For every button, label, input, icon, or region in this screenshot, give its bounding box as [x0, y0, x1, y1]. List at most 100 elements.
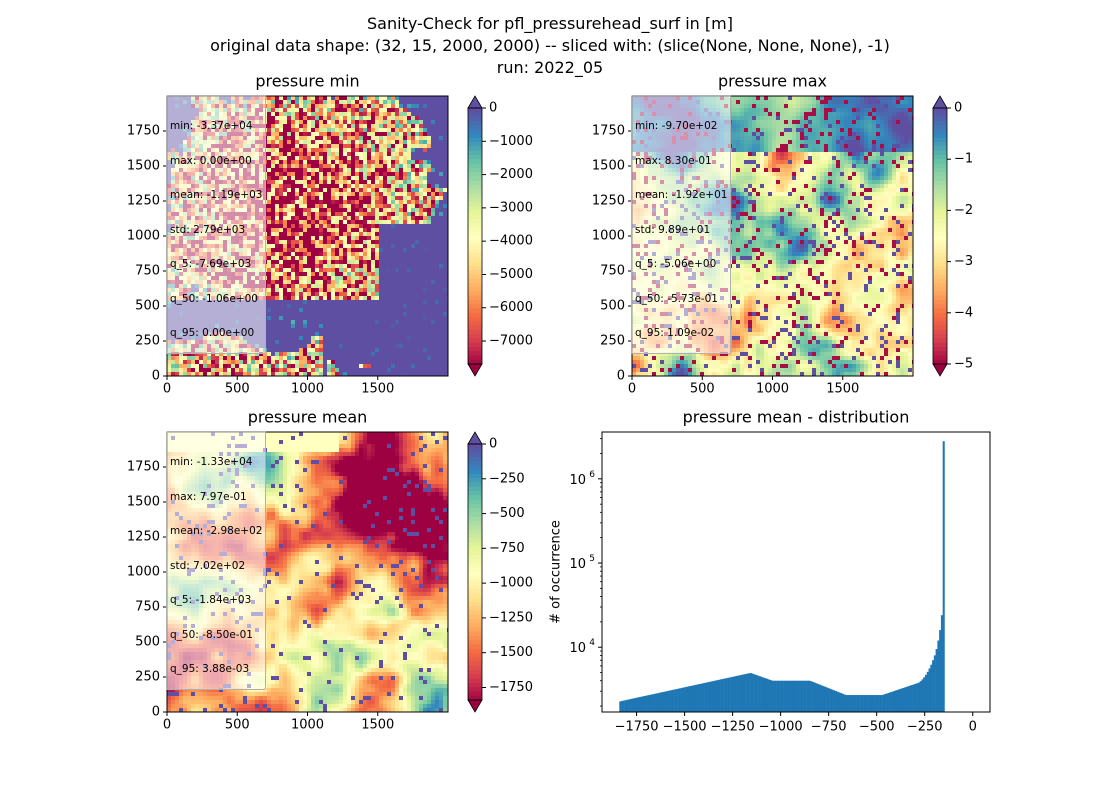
- histogram-bar: [788, 680, 791, 712]
- x-tick-label: 1000: [756, 382, 789, 397]
- histogram-bar: [681, 687, 684, 712]
- colorbar-band: [933, 137, 947, 143]
- histogram-bar: [900, 688, 903, 712]
- histogram-bar: [765, 678, 769, 712]
- colorbar-band: [468, 142, 482, 147]
- colorbar-band: [468, 657, 482, 663]
- histogram-bar: [863, 695, 866, 712]
- colorbar-band: [468, 653, 482, 658]
- colorbar-band: [933, 270, 947, 275]
- colorbar-band: [468, 236, 482, 241]
- histogram-bar: [836, 691, 839, 712]
- histogram-bar: [771, 680, 774, 712]
- x-tick-label: −1750: [615, 720, 659, 735]
- colorbar-band: [933, 265, 947, 271]
- colorbar-band: [933, 240, 947, 246]
- colorbar-band: [933, 120, 947, 126]
- stat-q95: q_95: 1.09e-02: [635, 327, 715, 339]
- colorbar-band: [468, 355, 482, 361]
- colorbar-band: [468, 508, 482, 513]
- colorbar-band: [468, 678, 482, 684]
- colorbar-tick-label: −3: [954, 254, 973, 269]
- colorbar-band: [468, 610, 482, 616]
- histogram-bar: [645, 695, 648, 712]
- histogram-bar: [636, 697, 640, 712]
- stat-max: max: 8.30e-01: [635, 154, 712, 167]
- stat-min: min: -1.33e+04: [170, 456, 253, 468]
- colorbar-band: [468, 593, 482, 599]
- colorbar-band: [933, 287, 947, 293]
- colorbar-frame: [932, 107, 948, 365]
- stat-mean: mean: -1.19e+03: [170, 189, 263, 201]
- histogram-bar: [621, 700, 624, 712]
- stat-max: max: 0.00e+00: [170, 154, 252, 167]
- histogram-bar: [725, 678, 728, 712]
- x-tick-label: 1500: [361, 382, 394, 397]
- histogram-bar: [845, 695, 848, 712]
- colorbar-band: [933, 334, 947, 339]
- histogram-bar: [666, 690, 670, 712]
- colorbar-band: [468, 346, 482, 352]
- colorbar-extend-min: [932, 363, 948, 377]
- x-tick-label: −250: [907, 720, 943, 735]
- histogram-bar: [760, 676, 763, 712]
- histogram-bar: [744, 673, 747, 712]
- stat-q95: q_95: 3.88e-03: [170, 663, 250, 675]
- colorbar-frame: [467, 443, 483, 701]
- colorbar-band: [468, 308, 482, 314]
- histogram-bar: [818, 684, 822, 712]
- histogram-bar: [852, 695, 855, 712]
- colorbar-band: [468, 240, 482, 246]
- colorbar-band: [468, 606, 482, 611]
- histogram-bar: [903, 687, 906, 712]
- colorbar-band: [468, 189, 482, 194]
- stat-min: min: -3.37e+04: [170, 120, 253, 132]
- y-tick-label: 1750: [127, 460, 160, 475]
- y-tick-label: 1500: [127, 495, 160, 510]
- colorbar-tick-label: −1250: [489, 610, 533, 625]
- stat-std: std: 2.79e+03: [170, 223, 246, 236]
- histogram-bar: [902, 688, 905, 712]
- colorbar-band: [468, 321, 482, 327]
- colorbar-band: [933, 176, 947, 182]
- histogram-bar: [864, 695, 867, 712]
- histogram-bar: [935, 649, 938, 712]
- y-tick-label: 0: [152, 369, 160, 384]
- histogram-bar: [774, 680, 777, 712]
- y-tick-label: 1000: [127, 229, 160, 244]
- colorbar-band: [468, 197, 482, 203]
- histogram-bar: [672, 689, 675, 712]
- colorbar-band: [933, 227, 947, 233]
- histogram-bar: [928, 668, 931, 712]
- colorbar-band: [468, 154, 482, 160]
- histogram-bar: [926, 671, 929, 712]
- histogram-bar: [750, 673, 753, 712]
- histogram-bar: [635, 697, 638, 712]
- histogram-bar: [859, 695, 862, 712]
- histogram-bar: [887, 692, 890, 712]
- histogram-bar: [917, 682, 920, 712]
- colorbar-band: [468, 580, 482, 586]
- colorbar-band: [933, 197, 947, 203]
- colorbar-band: [468, 108, 482, 113]
- colorbar-band: [468, 554, 482, 560]
- y-tick-label: 1250: [592, 194, 625, 209]
- histogram-bar: [843, 694, 846, 712]
- histogram-bar: [838, 692, 841, 712]
- histogram-bar: [804, 680, 807, 712]
- histogram-bar: [910, 685, 913, 712]
- colorbar-band: [933, 218, 947, 224]
- colorbar-band: [468, 300, 482, 305]
- histogram-bar: [679, 688, 682, 712]
- colorbar: 0 −1 −2 −3 −4 −5: [932, 95, 973, 377]
- colorbar-band: [468, 180, 482, 186]
- histogram-bar: [930, 664, 933, 712]
- x-tick-label: 500: [225, 718, 250, 733]
- colorbar-band: [933, 125, 947, 130]
- colorbar-band: [468, 674, 482, 680]
- y-tick-label: 1000: [592, 229, 625, 244]
- colorbar-band: [468, 512, 482, 518]
- colorbar-band: [468, 623, 482, 629]
- histogram-bar: [870, 695, 873, 712]
